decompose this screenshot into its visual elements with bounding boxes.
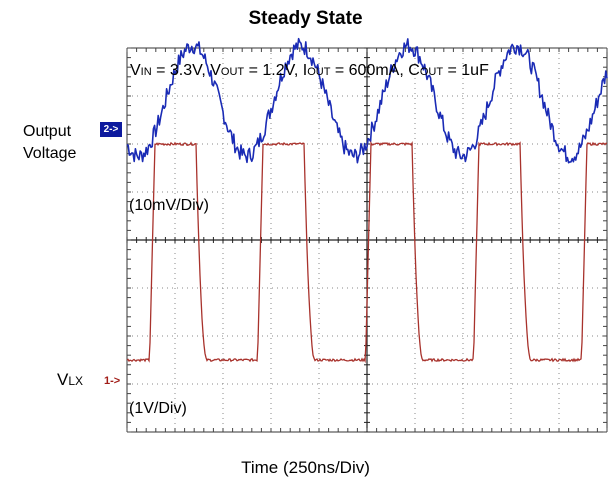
x-axis-label: Time (250ns/Div) [241, 458, 370, 477]
top-scale-label: (10mV/Div) [129, 197, 210, 214]
vlx-label: VLX [57, 370, 84, 389]
scope-grid [126, 47, 608, 433]
output-voltage-trace [126, 37, 608, 164]
output-voltage-label: Output Voltage [23, 121, 76, 165]
chart-title: Steady State [248, 8, 363, 29]
vlx-trace [126, 140, 608, 364]
bottom-scale-label: (1V/Div) [129, 400, 187, 417]
channel-1-marker: 1-> [104, 375, 121, 387]
channel-2-marker: 2-> [100, 122, 122, 137]
output-voltage-line1: Output [23, 123, 72, 140]
output-voltage-line2: Voltage [23, 145, 77, 162]
test-conditions: VIN = 3.3V, VOUT = 1.2V, IOUT = 600mA, C… [130, 62, 489, 79]
